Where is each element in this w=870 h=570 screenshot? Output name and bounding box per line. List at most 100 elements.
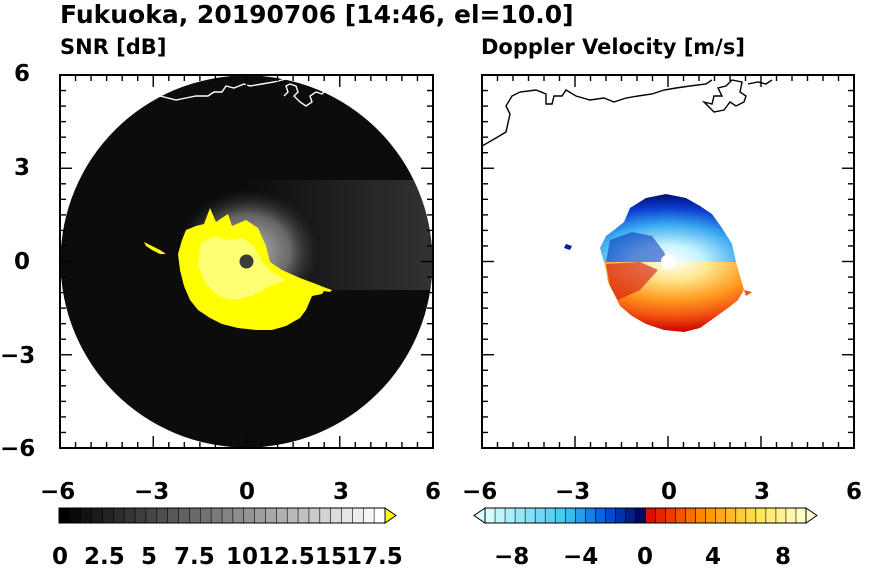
- snr-inner-texture: [198, 236, 286, 300]
- snr-colorbar-label: 12.5: [258, 544, 315, 570]
- velocity-colorbar-cell: [665, 508, 677, 523]
- velocity-colorbar-cell: [785, 508, 797, 523]
- velocity-colorbar-cell: [695, 508, 707, 523]
- velocity-xtick-label: 3: [754, 479, 771, 505]
- snr-colorbar-cell: [276, 508, 288, 523]
- snr-colorbar-cell: [374, 508, 386, 523]
- velocity-xtick-label: 6: [846, 479, 863, 505]
- snr-ytick-label: −3: [0, 343, 36, 369]
- radar-site-marker: [239, 254, 254, 269]
- coastline-left: [159, 77, 329, 107]
- velocity-colorbar-cell: [675, 508, 687, 523]
- snr-colorbar-cell: [80, 508, 93, 523]
- snr-colorbar-cell: [189, 508, 201, 523]
- velocity-colorbar-cell: [725, 508, 737, 523]
- velocity-colorbar-cell: [545, 508, 556, 523]
- snr-colorbar-cell: [167, 508, 180, 523]
- velocity-colorbar-cell: [715, 508, 727, 523]
- velocity-colorbar-cell: [765, 508, 777, 523]
- velocity-colorbar-cell: [525, 508, 536, 523]
- snr-ytick-label: −6: [0, 436, 36, 462]
- snr-colorbar-cell: [298, 508, 310, 523]
- velocity-colorbar-cell: [655, 508, 667, 523]
- coastline-right: [482, 79, 773, 147]
- velocity-colorbar-label: 0: [637, 544, 654, 570]
- snr-colorbar-cell: [330, 508, 343, 523]
- velocity-colorbar-cell: [485, 508, 496, 523]
- radar-site-marker-velocity: [661, 254, 675, 269]
- snr-colorbar-cell: [308, 508, 321, 523]
- velocity-xtick-label: −6: [462, 479, 498, 505]
- snr-axis-ticks: [59, 74, 434, 449]
- velocity-colorbar-cell: [535, 508, 546, 523]
- velocity-axis-ticks: [481, 74, 855, 449]
- snr-colorbar-cell: [91, 508, 103, 523]
- snr-colorbar-cell: [363, 508, 375, 523]
- velocity-fleck-east: [744, 290, 752, 296]
- velocity-colorbar-label: −4: [563, 544, 599, 570]
- velocity-colorbar-cell: [705, 508, 717, 523]
- velocity-xtick-label: −3: [555, 479, 591, 505]
- snr-colorbar-label: 7.5: [174, 544, 215, 570]
- snr-colorbar-cell: [232, 508, 245, 523]
- snr-ytick-label: 0: [14, 249, 31, 275]
- snr-colorbar-label: 15: [315, 544, 348, 570]
- velocity-panel: [481, 74, 855, 449]
- snr-colorbar-cell: [243, 508, 256, 523]
- velocity-colorbar-cell: [685, 508, 697, 523]
- snr-xtick-label: 0: [239, 479, 256, 505]
- figure-title: Fukuoka, 20190706 [14:46, el=10.0]: [60, 0, 574, 29]
- velocity-colorbar-label: −8: [494, 544, 530, 570]
- snr-colorbar-label: 17.5: [346, 544, 403, 570]
- snr-ytick-label: 6: [14, 61, 31, 87]
- velocity-colorbar-cell: [625, 508, 636, 523]
- snr-colorbar-cell: [200, 508, 212, 523]
- velocity-panel-title: Doppler Velocity [m/s]: [481, 35, 745, 59]
- snr-colorbar-cell: [135, 508, 147, 523]
- snr-colorbar-cell: [69, 508, 82, 523]
- velocity-colorbar-cell: [555, 508, 566, 523]
- velocity-dark-blue-band: [606, 232, 668, 262]
- velocity-colorbar-label: 8: [775, 544, 792, 570]
- snr-colorbar-cell: [287, 508, 299, 523]
- snr-xtick-label: 3: [333, 479, 350, 505]
- velocity-colorbar-cell: [615, 508, 626, 523]
- velocity-colorbar-cell: [515, 508, 526, 523]
- velocity-colorbar-cell: [645, 508, 657, 523]
- snr-colorbar-cell: [102, 508, 114, 523]
- velocity-colorbar-cell: [565, 508, 576, 523]
- velocity-colorbar-label: 4: [705, 544, 722, 570]
- velocity-colorbar-extend-max: [805, 507, 818, 524]
- velocity-colorbar-cell: [735, 508, 747, 523]
- velocity-colorbar-extend-min: [473, 507, 486, 524]
- snr-colorbar-label: 0: [52, 544, 69, 570]
- velocity-colorbar-cell: [605, 508, 616, 523]
- snr-colorbar-cell: [145, 508, 158, 523]
- velocity-colorbar-cell: [755, 508, 767, 523]
- snr-colorbar-label: 10: [226, 544, 259, 570]
- velocity-colorbar-cell: [575, 508, 586, 523]
- velocity-colorbar: [473, 507, 818, 524]
- snr-colorbar-cell: [254, 508, 266, 523]
- velocity-colorbar-cell: [585, 508, 596, 523]
- snr-panel: [59, 74, 434, 449]
- snr-echo-region: [178, 208, 326, 330]
- snr-colorbar-cell: [178, 508, 190, 523]
- snr-colorbar-cell: [124, 508, 136, 523]
- snr-colorbar-cell: [352, 508, 364, 523]
- snr-colorbar-cell: [59, 508, 71, 523]
- snr-echo-fleck: [144, 242, 166, 254]
- snr-colorbar-extend-max: [384, 507, 397, 524]
- snr-colorbar-cell: [319, 508, 332, 523]
- snr-colorbar-cell: [113, 508, 125, 523]
- snr-colorbar-cell: [222, 508, 234, 523]
- snr-xtick-label: −3: [134, 479, 170, 505]
- snr-colorbar-cell: [265, 508, 277, 523]
- snr-panel-title: SNR [dB]: [60, 35, 167, 59]
- velocity-colorbar-cell: [505, 508, 516, 523]
- velocity-fleck: [564, 244, 572, 250]
- velocity-colorbar-cell: [775, 508, 787, 523]
- snr-colorbar-cell: [156, 508, 169, 523]
- velocity-colorbar-cell: [795, 508, 807, 523]
